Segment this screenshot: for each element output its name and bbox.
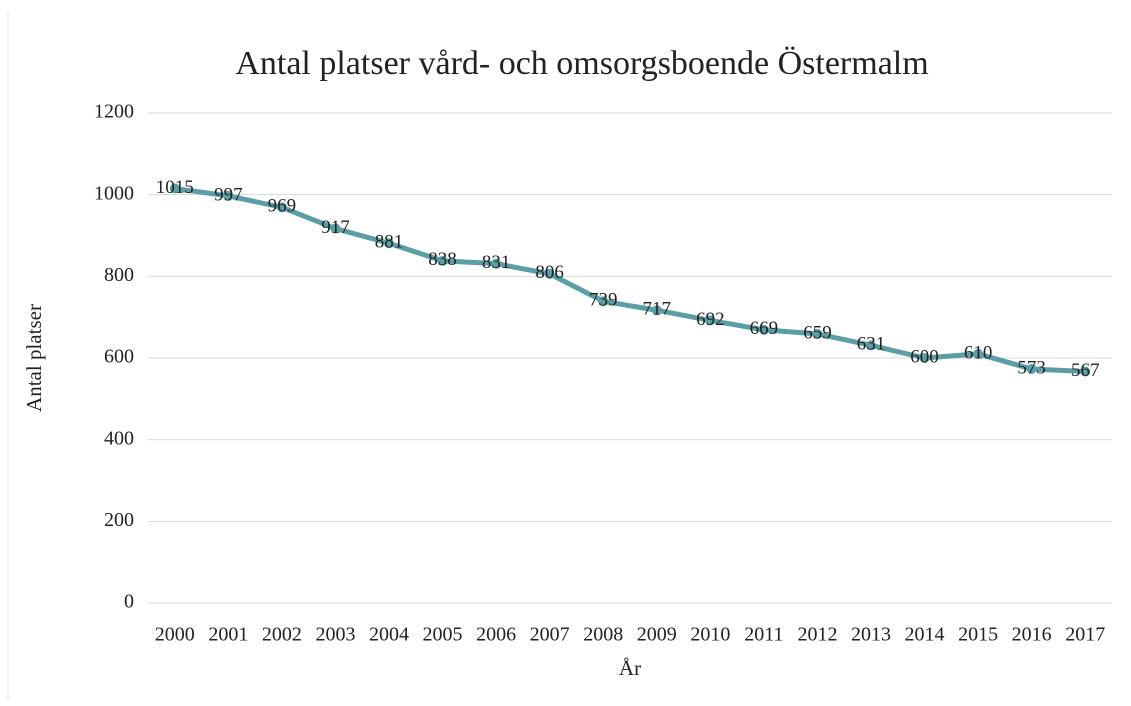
data-label: 692 <box>696 309 725 330</box>
data-label: 669 <box>750 318 779 339</box>
x-tick-label: 2009 <box>637 624 677 646</box>
data-label: 969 <box>268 196 297 217</box>
data-label: 659 <box>803 322 832 343</box>
data-point <box>544 268 555 279</box>
data-label: 997 <box>214 184 243 205</box>
data-label: 610 <box>964 342 993 363</box>
data-label: 631 <box>857 334 886 355</box>
x-tick-label: 2016 <box>1012 624 1052 646</box>
x-tick-label: 2012 <box>797 624 837 646</box>
x-tick-label: 2004 <box>369 624 409 646</box>
x-tick-label: 2011 <box>744 624 783 646</box>
data-point <box>598 296 609 307</box>
x-tick-label: 2006 <box>476 624 516 646</box>
data-label: 739 <box>589 290 618 311</box>
data-label: 600 <box>910 346 939 367</box>
data-point <box>1026 364 1037 375</box>
x-tick-label: 2008 <box>583 624 623 646</box>
y-tick-label: 1000 <box>94 182 134 204</box>
data-point <box>169 183 180 194</box>
data-point <box>866 340 876 351</box>
data-label: 838 <box>428 249 457 270</box>
data-label: 831 <box>482 252 511 273</box>
data-point <box>651 305 662 316</box>
data-point <box>330 223 341 234</box>
data-point <box>705 315 716 326</box>
data-point <box>919 353 930 363</box>
data-point <box>437 255 448 266</box>
chart-title: Antal platser vård- och omsorgsboende Ös… <box>235 45 928 82</box>
data-label: 1015 <box>156 177 194 198</box>
x-tick-label: 2001 <box>208 624 248 646</box>
data-label: 567 <box>1071 360 1100 381</box>
x-tick-label: 2002 <box>262 624 302 646</box>
y-axis-label: Antal platser <box>22 304 46 412</box>
data-label: 881 <box>375 232 404 253</box>
x-tick-label: 2007 <box>530 624 570 646</box>
x-tick-label: 2017 <box>1065 624 1105 646</box>
y-tick-label: 1200 <box>94 101 134 123</box>
x-tick-label: 2003 <box>315 624 355 646</box>
data-point <box>276 202 287 213</box>
data-line <box>174 186 1086 374</box>
data-label: 806 <box>535 262 564 283</box>
data-point <box>973 348 984 359</box>
data-point <box>491 258 502 269</box>
data-point <box>758 324 769 335</box>
y-tick-label: 600 <box>104 346 134 368</box>
x-tick-label: 2015 <box>958 624 998 646</box>
y-tick-label: 800 <box>104 264 134 286</box>
x-axis-label: År <box>619 656 641 680</box>
y-tick-label: 200 <box>104 509 134 531</box>
data-label: 717 <box>643 299 672 320</box>
y-tick-label: 0 <box>124 591 134 613</box>
data-point <box>1080 366 1091 377</box>
y-tick-label: 400 <box>104 427 134 449</box>
data-label: 917 <box>321 217 350 238</box>
x-tick-label: 2005 <box>423 624 463 646</box>
data-point <box>812 328 823 339</box>
data-point <box>384 238 394 249</box>
data-point <box>223 190 234 201</box>
x-tick-label: 2000 <box>155 624 195 646</box>
x-tick-label: 2010 <box>690 624 730 646</box>
x-tick-label: 2014 <box>905 624 945 646</box>
x-tick-label: 2013 <box>851 624 891 646</box>
data-label: 573 <box>1017 357 1046 378</box>
